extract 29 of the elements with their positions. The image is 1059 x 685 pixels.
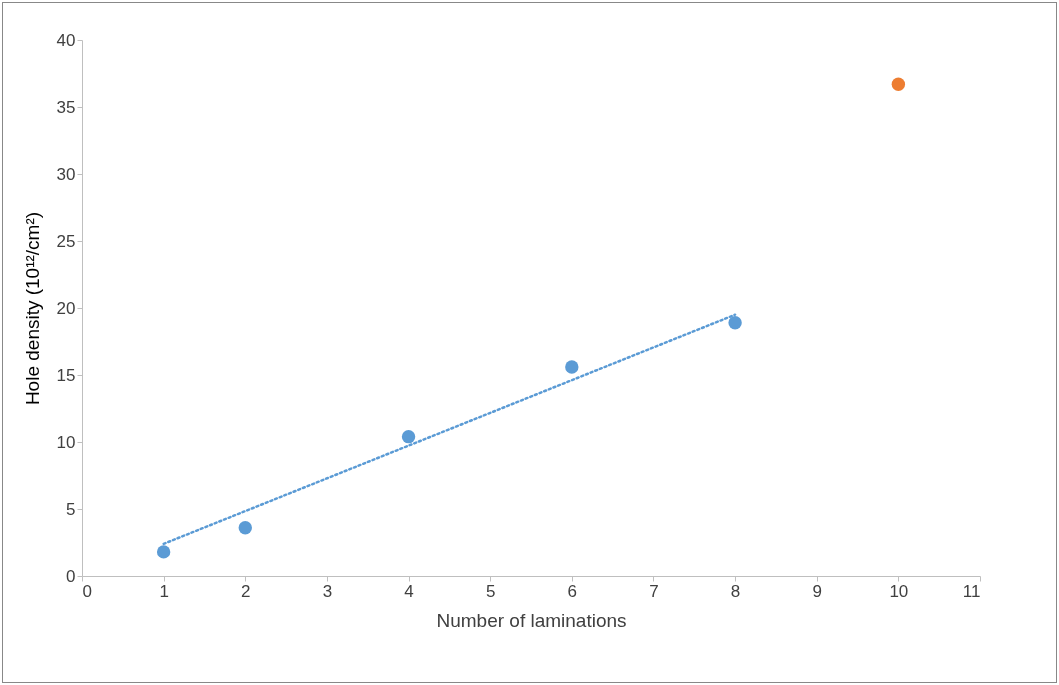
y-tick-label: 40 <box>56 30 76 50</box>
point <box>891 77 906 91</box>
x-tick-label: 10 <box>889 581 909 601</box>
y-tick-label: 0 <box>66 566 76 586</box>
point <box>156 545 171 559</box>
x-tick-label: 3 <box>322 581 333 601</box>
x-tick-label: 5 <box>485 581 496 601</box>
y-tick-label: 15 <box>56 365 76 385</box>
x-tick-label: 8 <box>730 581 741 601</box>
x-tick-label: 2 <box>241 581 251 601</box>
y-tick-label: 5 <box>66 499 76 519</box>
x-tick-label: 4 <box>404 581 414 601</box>
x-tick-label: 9 <box>812 581 822 601</box>
x-axis-title: Number of laminations <box>436 609 627 631</box>
point <box>565 360 579 374</box>
y-tick-label: 35 <box>56 97 76 117</box>
point <box>728 316 742 330</box>
x-tick-label: 6 <box>567 581 578 601</box>
x-tick-label: 1 <box>159 581 169 601</box>
y-tick-label: 30 <box>56 164 76 184</box>
x-tick-label: 7 <box>649 581 659 601</box>
y-tick-label: 10 <box>56 432 76 452</box>
point <box>238 521 252 535</box>
x-tick-label: 11 <box>962 581 981 601</box>
y-tick-label: 25 <box>56 231 76 251</box>
x-tick-label: 0 <box>82 581 92 601</box>
y-tick-label: 20 <box>56 298 76 318</box>
y-axis-title: Hole density (10¹²/cm²) <box>21 211 43 406</box>
point <box>401 429 416 444</box>
